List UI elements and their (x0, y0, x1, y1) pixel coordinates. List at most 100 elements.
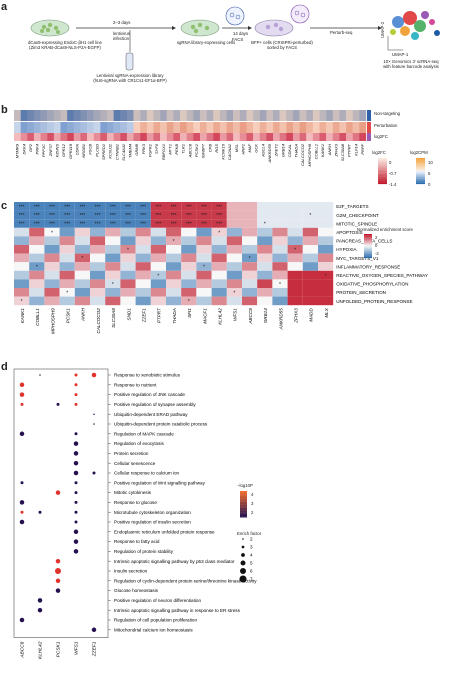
legend-swatch (240, 500, 247, 502)
nes-cell (257, 288, 273, 297)
gene-label: RGS (214, 144, 219, 153)
gene-label: NRGB1 (81, 144, 86, 158)
gene-label: KCNK16 (221, 143, 226, 159)
legend-swatch (378, 160, 387, 162)
significance-mark: *** (171, 204, 177, 210)
gene-label: FRK3 (141, 143, 146, 154)
nes-cell (257, 210, 273, 220)
enrichment-dot (19, 431, 25, 437)
gene-label: ABCC8 (20, 641, 26, 658)
nes-cell (287, 279, 303, 288)
nes-cell (105, 288, 121, 297)
nes-cell (318, 245, 334, 254)
heat-cell (346, 133, 353, 141)
significance-mark: *** (125, 222, 131, 228)
enrichment-dot (74, 432, 78, 436)
nes-cell (242, 296, 258, 306)
nes-cell (14, 210, 30, 220)
gene-label: FSCB (88, 144, 93, 155)
significance-mark: *** (19, 204, 25, 210)
heat-cell (106, 122, 114, 133)
heat-cell (352, 110, 360, 121)
heat-cell (239, 110, 247, 121)
enrichment-dot (19, 382, 25, 388)
nes-cell (29, 296, 45, 306)
cell-dish-icon (254, 19, 294, 37)
nes-cell (90, 236, 106, 245)
legend-size-title: Enrich factor (237, 531, 262, 536)
nes-cell (226, 219, 242, 228)
nes-cell (181, 227, 197, 237)
significance-mark: * (294, 247, 296, 253)
nes-cell (211, 288, 227, 297)
pathway-label: APOPTOSIS (336, 230, 362, 235)
significance-mark: *** (95, 213, 101, 219)
nes-cell (181, 245, 197, 254)
significance-mark: * (188, 299, 190, 305)
significance-mark: *** (34, 213, 40, 219)
heat-cell (20, 133, 28, 141)
heat-cell (153, 122, 161, 133)
nes-cell (90, 219, 106, 228)
nes-cell (44, 210, 60, 220)
heat-cell (359, 133, 367, 141)
legend-swatch (416, 169, 425, 172)
nes-cell (196, 219, 212, 228)
legend-swatch (416, 164, 425, 166)
enrichment-dot (73, 451, 79, 456)
nes-cell (272, 227, 288, 237)
significance-mark: *** (125, 204, 131, 210)
heat-cell (80, 110, 88, 121)
heat-cell (286, 122, 294, 133)
gene-label: MSL (234, 144, 239, 152)
nes-cell (166, 227, 182, 237)
legend-swatch (364, 249, 372, 251)
heat-cell (87, 122, 94, 133)
nes-cell (257, 296, 273, 306)
go-term-label: Positive regulation of insulin secretion (114, 520, 191, 525)
significance-mark: *** (79, 222, 85, 228)
legend-swatch (364, 241, 372, 243)
nes-cell (211, 262, 227, 271)
pathway-label: E2F_TARGETS (336, 204, 368, 209)
legend-swatch (240, 499, 247, 501)
heat-cell (246, 110, 254, 121)
gene-label: CDKN (74, 144, 79, 155)
enrichment-dot (19, 519, 25, 525)
nes-cell (29, 270, 45, 280)
significance-mark: * (51, 230, 53, 236)
size-legend-label: 4 (250, 553, 253, 558)
nes-cell (302, 296, 318, 306)
step-days-label: 2–3 days (113, 20, 131, 25)
significance-mark: * (203, 265, 205, 271)
heat-cell (352, 133, 360, 141)
nes-cell (287, 288, 303, 297)
legend-swatch (378, 181, 387, 183)
legend-swatch (240, 510, 247, 512)
enrichment-dot (39, 374, 41, 376)
significance-mark: *** (79, 204, 85, 210)
gene-label: KLF14 (353, 143, 358, 156)
gene-label: ABCC8 (187, 143, 192, 158)
heat-cell (206, 110, 214, 121)
row-color-bar (367, 110, 371, 121)
heat-cell (219, 133, 227, 141)
enrichment-dot (20, 402, 24, 406)
nes-cell (181, 236, 197, 245)
heat-cell (266, 110, 274, 121)
significance-mark: * (233, 290, 235, 296)
heat-cell (113, 122, 121, 133)
heat-cell (346, 122, 353, 133)
significance-mark: *** (155, 213, 161, 219)
gene-label: GRB14 (280, 143, 285, 157)
nes-cell (14, 202, 30, 211)
heat-cell (47, 110, 55, 121)
nes-cell (29, 288, 45, 297)
significance-mark: *** (19, 222, 25, 228)
nes-cell (318, 253, 334, 263)
heat-cell (120, 122, 128, 133)
enrichment-dot (55, 558, 61, 564)
nes-cell (302, 227, 318, 237)
significance-mark: *** (64, 222, 70, 228)
gene-label: PTPRT (157, 307, 162, 323)
